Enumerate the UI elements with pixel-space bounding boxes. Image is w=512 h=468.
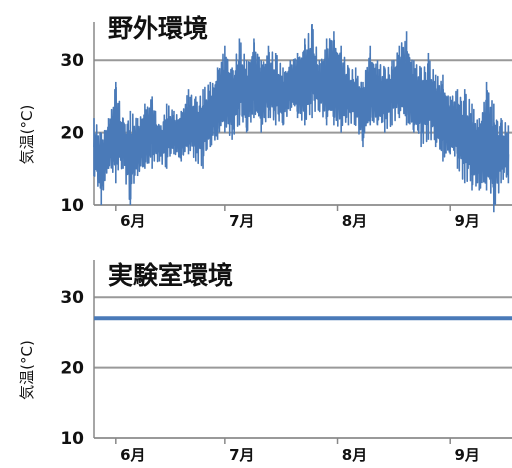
x-tick-label: 8月 bbox=[342, 446, 367, 464]
x-tick-label: 7月 bbox=[229, 446, 254, 464]
y-tick-label: 20 bbox=[60, 359, 84, 379]
x-tick-label: 8月 bbox=[342, 212, 367, 230]
x-tick-label: 6月 bbox=[120, 446, 145, 464]
x-tick-label: 7月 bbox=[229, 212, 254, 230]
y-tick-label: 30 bbox=[60, 51, 84, 71]
chart-title: 実験室環境 bbox=[108, 261, 233, 290]
y-tick-label: 20 bbox=[60, 124, 84, 144]
x-tick-label: 9月 bbox=[454, 212, 479, 230]
y-axis-label: 気温(°C) bbox=[18, 340, 36, 400]
y-tick-label: 30 bbox=[60, 288, 84, 308]
x-tick-label: 6月 bbox=[120, 212, 145, 230]
chart-title: 野外環境 bbox=[108, 14, 208, 43]
y-axis-label: 気温(°C) bbox=[18, 105, 36, 165]
y-tick-label: 10 bbox=[60, 429, 84, 449]
series-1 bbox=[93, 24, 510, 213]
y-tick-label: 10 bbox=[60, 196, 84, 216]
series-trace bbox=[93, 24, 510, 205]
x-tick-label: 9月 bbox=[454, 446, 479, 464]
